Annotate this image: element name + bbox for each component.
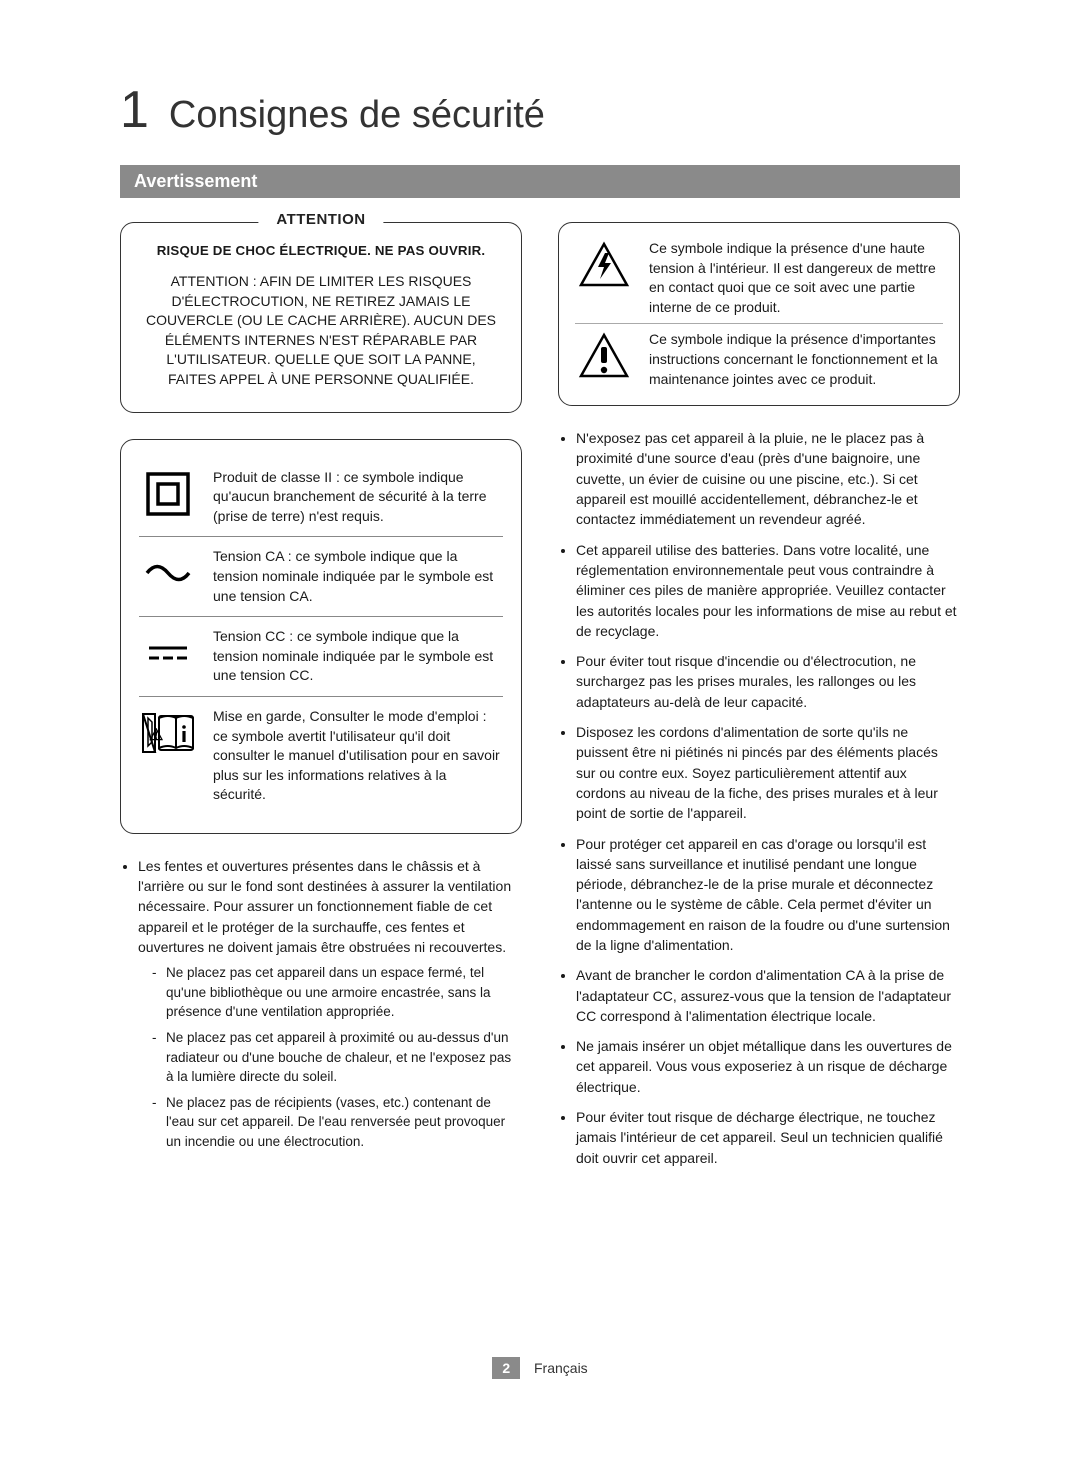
page-footer: 2 Français [0, 1357, 1080, 1379]
left-bullet-0-text: Les fentes et ouvertures présentes dans … [138, 858, 511, 955]
class2-text: Produit de classe II : ce symbole indiqu… [213, 468, 503, 527]
chapter-title: 1 Consignes de sécurité [120, 80, 960, 140]
chapter-heading: Consignes de sécurité [169, 94, 545, 137]
ac-icon [139, 547, 197, 599]
manual-icon: ⚠ [139, 707, 197, 759]
right-bullet-5: Avant de brancher le cordon d'alimentati… [576, 965, 960, 1026]
left-bullets: Les fentes et ouvertures présentes dans … [120, 856, 522, 1152]
symbol-row-manual: ⚠ Mise en garde, Consulter le mode d'emp… [139, 696, 503, 815]
caution-risk: RISQUE DE CHOC ÉLECTRIQUE. NE PAS OUVRIR… [143, 243, 499, 258]
caution-label: ATTENTION [258, 211, 383, 228]
right-column: Ce symbole indique la présence d'une hau… [558, 222, 960, 1178]
class2-icon [139, 468, 197, 520]
symbol-row-dc: Tension CC : ce symbole indique que la t… [139, 616, 503, 696]
left-symbol-panel: Produit de classe II : ce symbole indiqu… [120, 439, 522, 834]
left-dash-1: Ne placez pas cet appareil à proximité o… [152, 1028, 522, 1087]
right-bullet-3: Disposez les cordons d'alimentation de s… [576, 722, 960, 823]
right-bullet-7: Pour éviter tout risque de décharge élec… [576, 1107, 960, 1168]
right-symbol-panel: Ce symbole indique la présence d'une hau… [558, 222, 960, 406]
left-bullet-0-sublist: Ne placez pas cet appareil dans un espac… [138, 963, 522, 1151]
page: 1 Consignes de sécurité Avertissement AT… [0, 0, 1080, 1479]
high-voltage-text: Ce symbole indique la présence d'une hau… [649, 239, 943, 317]
right-bullet-4: Pour protéger cet appareil en cas d'orag… [576, 834, 960, 956]
left-bullet-0: Les fentes et ouvertures présentes dans … [138, 856, 522, 1152]
dc-text: Tension CC : ce symbole indique que la t… [213, 627, 503, 686]
right-bullet-6: Ne jamais insérer un objet métallique da… [576, 1036, 960, 1097]
chapter-number: 1 [120, 80, 149, 140]
left-dash-2: Ne placez pas de récipients (vases, etc.… [152, 1093, 522, 1152]
right-bullets: N'exposez pas cet appareil à la pluie, n… [558, 428, 960, 1168]
ac-text: Tension CA : ce symbole indique que la t… [213, 547, 503, 606]
important-info-icon [575, 330, 633, 382]
right-bullet-2: Pour éviter tout risque d'incendie ou d'… [576, 651, 960, 712]
right-bullet-1: Cet appareil utilise des batteries. Dans… [576, 540, 960, 641]
left-column: ATTENTION RISQUE DE CHOC ÉLECTRIQUE. NE … [120, 222, 522, 1178]
content-columns: ATTENTION RISQUE DE CHOC ÉLECTRIQUE. NE … [120, 222, 960, 1178]
svg-text:⚠: ⚠ [149, 727, 163, 744]
symbol-row-high-voltage: Ce symbole indique la présence d'une hau… [575, 233, 943, 323]
caution-box: ATTENTION RISQUE DE CHOC ÉLECTRIQUE. NE … [120, 222, 522, 413]
symbol-row-class2: Produit de classe II : ce symbole indiqu… [139, 458, 503, 537]
symbol-row-important-info: Ce symbole indique la présence d'importa… [575, 323, 943, 395]
important-info-text: Ce symbole indique la présence d'importa… [649, 330, 943, 389]
warning-subheader: Avertissement [120, 165, 960, 198]
page-number: 2 [492, 1357, 520, 1379]
manual-text: Mise en garde, Consulter le mode d'emplo… [213, 707, 503, 805]
right-bullet-0: N'exposez pas cet appareil à la pluie, n… [576, 428, 960, 529]
symbol-row-ac: Tension CA : ce symbole indique que la t… [139, 536, 503, 616]
caution-body: ATTENTION : AFIN DE LIMITER LES RISQUES … [143, 272, 499, 390]
dc-icon [139, 627, 197, 679]
high-voltage-icon [575, 239, 633, 291]
left-dash-0: Ne placez pas cet appareil dans un espac… [152, 963, 522, 1022]
footer-language: Français [534, 1360, 588, 1376]
